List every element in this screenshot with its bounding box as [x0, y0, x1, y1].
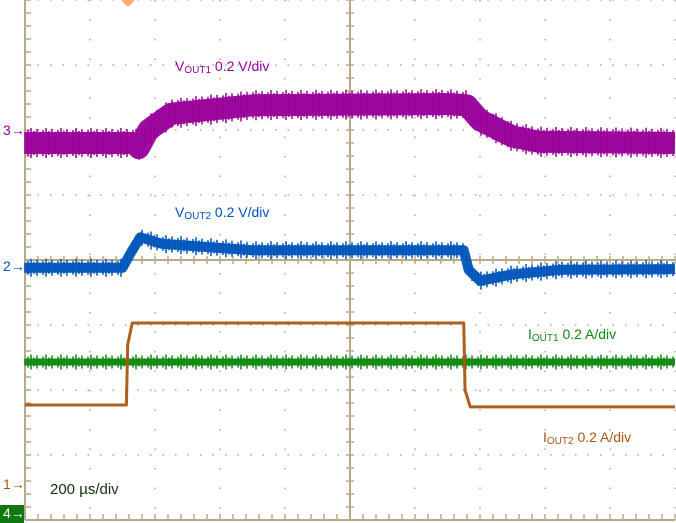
trace-noise	[24, 354, 674, 370]
iout1-label: IOUT1 0.2 A/div	[528, 326, 617, 344]
channel-1-marker: 1→	[3, 476, 25, 492]
iout2-label: IOUT2 0.2 A/div	[543, 429, 632, 447]
trigger-position-marker	[121, 0, 136, 7]
trace-noise	[24, 89, 674, 160]
vout1-label: VOUT1 0.2 V/div	[175, 58, 270, 76]
time-scale-label: 200 µs/div	[50, 481, 119, 498]
channel-4-marker: 4→	[0, 505, 25, 523]
channel-2-marker: 2→	[3, 258, 25, 274]
vout2-label: VOUT2 0.2 V/div	[175, 204, 270, 222]
trace-iout2	[25, 321, 675, 409]
trace-noise	[24, 229, 674, 290]
channel-3-marker: 3→	[3, 122, 25, 138]
